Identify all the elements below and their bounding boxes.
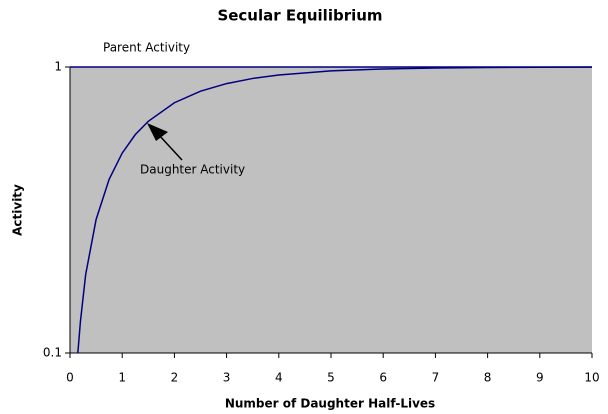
x-tick-label: 10 (584, 371, 599, 385)
x-tick-label: 1 (118, 371, 126, 385)
x-tick-label: 8 (484, 371, 492, 385)
annotation-arrow (157, 133, 183, 161)
x-tick-label: 5 (327, 371, 335, 385)
line-series (77, 66, 593, 354)
annotation-arrowhead (147, 123, 168, 141)
x-tick-label: 3 (223, 371, 231, 385)
chart-title: Secular Equilibrium (217, 7, 382, 25)
series-label: Daughter Activity (140, 163, 245, 177)
x-tick-label: 0 (66, 371, 74, 385)
y-axis-label: Activity (11, 184, 25, 236)
x-tick-label: 2 (171, 371, 179, 385)
x-tick-label: 7 (432, 371, 440, 385)
y-tick-label: 1 (54, 60, 62, 74)
x-tick-label: 4 (275, 371, 283, 385)
plot-background (70, 67, 592, 353)
x-axis-label: Number of Daughter Half-Lives (225, 397, 435, 411)
series-label: Parent Activity (103, 41, 190, 55)
x-tick-label: 6 (379, 371, 387, 385)
y-tick-label: 0.1 (43, 346, 62, 360)
x-tick-label: 9 (536, 371, 544, 385)
